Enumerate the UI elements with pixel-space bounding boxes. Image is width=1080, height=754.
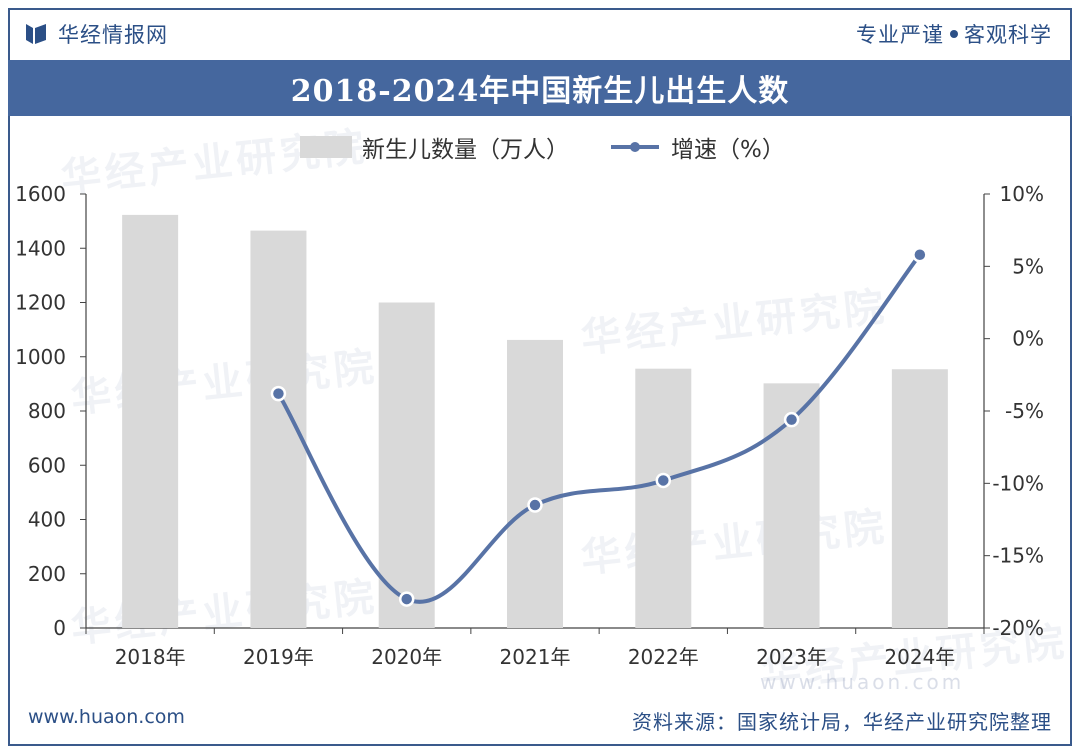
bar [891, 369, 948, 628]
y-right-tick-label: -5% [1005, 399, 1044, 423]
growth-line [276, 253, 922, 604]
bar [507, 339, 563, 628]
footer-source: 资料来源：国家统计局，华经产业研究院整理 [632, 710, 1052, 734]
legend-bar-swatch [300, 136, 352, 158]
growth-point [527, 497, 543, 513]
growth-point [783, 411, 800, 428]
y-right-tick-label: 5% [1012, 254, 1044, 278]
x-tick-label: 2018年 [115, 645, 186, 669]
brand-name: 华经情报网 [58, 23, 168, 47]
brand: 华经情报网 [24, 20, 168, 48]
slogan-right: 客观科学 [964, 23, 1052, 47]
bar [635, 368, 692, 628]
y-left-tick-label: 1200 [15, 291, 66, 315]
y-left-tick-label: 800 [28, 399, 66, 423]
bar [378, 302, 435, 628]
y-left-tick-label: 600 [28, 453, 66, 477]
chart-legend: 新生儿数量（万人） 增速（%） [300, 130, 785, 164]
y-right-tick-label: 0% [1012, 327, 1044, 351]
brand-logo-icon [26, 24, 46, 44]
legend-line-swatch [611, 142, 659, 152]
legend-bar-label: 新生儿数量（万人） [362, 137, 569, 163]
footer-website: www.huaon.com [28, 706, 185, 728]
growth-point [655, 472, 672, 489]
x-tick-label: 2020年 [371, 645, 442, 669]
growth-point [912, 247, 928, 263]
slogan-left: 专业严谨 [856, 23, 944, 47]
y-right-tick-label: -10% [992, 471, 1044, 495]
y-right-tick-label: -15% [992, 544, 1044, 568]
x-tick-label: 2024年 [884, 645, 955, 669]
y-left-tick-label: 1400 [15, 236, 66, 260]
y-left-tick-label: 400 [28, 508, 66, 532]
x-tick-label: 2023年 [756, 645, 827, 669]
chart-title: 2018-2024年中国新生儿出生人数 [8, 60, 1072, 116]
watermark-url: www.huaon.com [760, 670, 965, 694]
growth-point [270, 385, 287, 402]
slogan: 专业严谨 客观科学 [856, 20, 1052, 48]
y-right-tick-label: 10% [1000, 182, 1044, 206]
y-left-tick-label: 1000 [15, 345, 66, 369]
x-tick-label: 2019年 [243, 645, 314, 669]
legend-item-line: 增速（%） [609, 130, 785, 164]
legend-line-label: 增速（%） [671, 137, 785, 163]
x-tick-label: 2022年 [628, 645, 699, 669]
growth-point [398, 591, 415, 607]
bar [122, 214, 179, 629]
slogan-dot-icon [950, 30, 958, 38]
legend-item-bar: 新生儿数量（万人） [300, 130, 569, 164]
y-left-tick-label: 200 [28, 562, 66, 586]
x-tick-label: 2021年 [500, 645, 571, 669]
y-left-tick-label: 1600 [15, 182, 66, 206]
y-left-tick-label: 0 [53, 616, 66, 640]
y-right-tick-label: -20% [992, 616, 1044, 640]
